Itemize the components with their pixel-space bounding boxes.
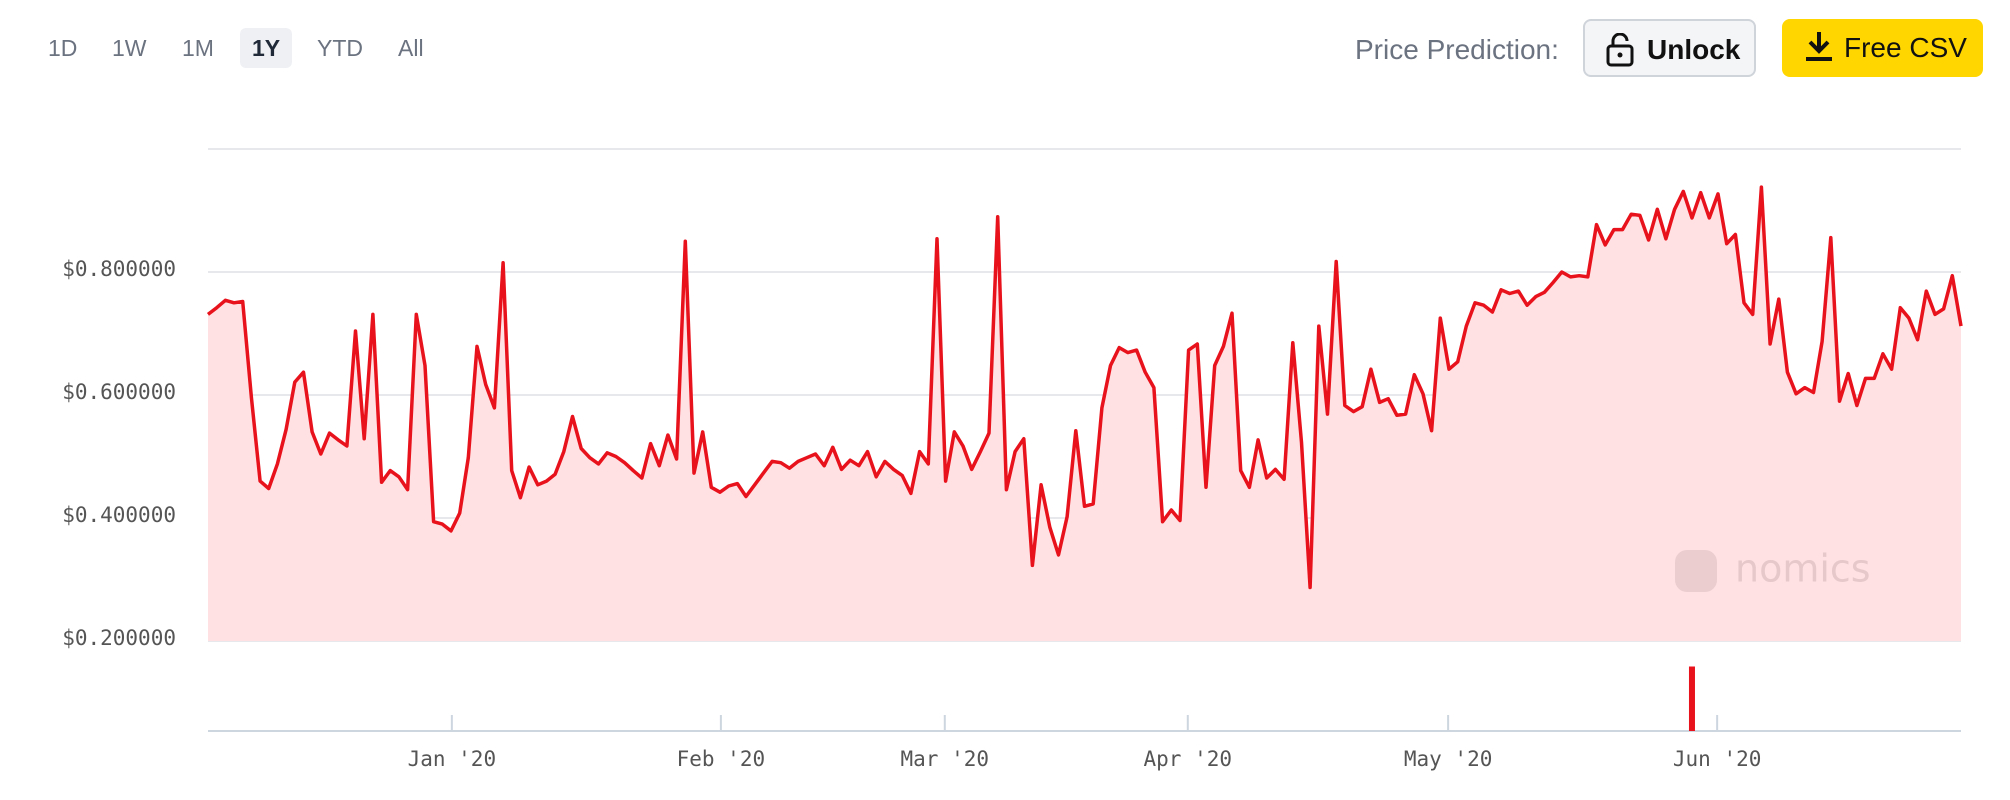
download-icon xyxy=(1806,32,1832,61)
range-button[interactable]: 1Y xyxy=(240,28,293,68)
toolbar: 1D 1W 1M 1Y YTD All Price Prediction: Unlock … xyxy=(0,0,2010,100)
y-tick-label: $0.400000 xyxy=(62,503,176,527)
unlock-button[interactable]: Unlock xyxy=(1583,19,1756,77)
range-button[interactable]: YTD xyxy=(317,35,363,61)
range-button[interactable]: 1M xyxy=(182,35,214,61)
y-tick-label: $0.200000 xyxy=(62,626,176,650)
range-button[interactable]: 1W xyxy=(112,35,147,61)
range-button[interactable]: 1D xyxy=(48,35,78,61)
y-tick-label: $0.600000 xyxy=(62,380,176,404)
lock-icon xyxy=(1606,33,1634,67)
price-line xyxy=(206,185,1963,590)
csv-text: Free CSV xyxy=(1844,32,1967,63)
csv-button[interactable]: Free CSV xyxy=(1782,19,1983,77)
x-tick-label: Feb '20 xyxy=(677,747,766,771)
x-tick-label: Apr '20 xyxy=(1144,747,1233,771)
y-tick-label: $0.800000 xyxy=(62,257,176,281)
watermark-text: nomics xyxy=(1735,547,1871,591)
x-tick-label: Jan '20 xyxy=(408,747,497,771)
unlock-text: Unlock xyxy=(1647,34,1741,65)
x-tick-label: Mar '20 xyxy=(901,747,990,771)
price-prediction-label: Price Prediction: xyxy=(1355,34,1559,65)
range-button[interactable]: All xyxy=(398,35,424,61)
x-tick-label: May '20 xyxy=(1404,747,1493,771)
watermark: nomics xyxy=(1675,547,1871,592)
volume-bar xyxy=(1688,666,1695,731)
x-tick-label: Jun '20 xyxy=(1673,747,1762,771)
